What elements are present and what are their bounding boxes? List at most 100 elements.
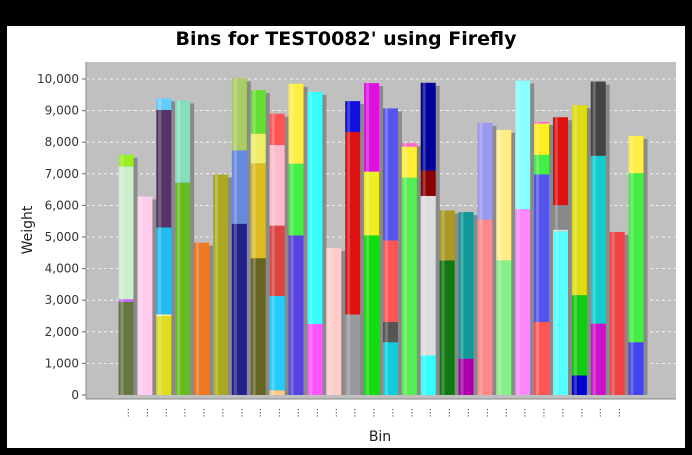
y-tick-label: 1,000 [45, 356, 79, 370]
bar-segment [345, 314, 361, 395]
bar-highlight [403, 143, 407, 395]
bar [496, 129, 516, 395]
bar [552, 117, 572, 396]
x-axis-label: Bin [369, 429, 391, 445]
bar-segment [231, 78, 247, 151]
x-tick-label: ... [121, 408, 132, 418]
bar [212, 174, 232, 395]
bar-highlight [252, 90, 256, 395]
x-tick-label: ... [159, 408, 170, 418]
x-tick-label: ... [348, 408, 359, 418]
bar-highlight [366, 83, 370, 395]
x-tick-label: ... [480, 408, 491, 418]
x-tick-label: ... [234, 408, 245, 418]
bar-segment [307, 323, 323, 395]
y-tick-label: 0 [71, 388, 79, 402]
bar-segment [156, 314, 172, 316]
bar [458, 212, 478, 395]
bar-segment [156, 316, 172, 395]
bar [628, 135, 648, 395]
x-tick-label: ... [499, 408, 510, 418]
bar-segment [552, 229, 568, 232]
x-tick-label: ... [385, 408, 396, 418]
bar-highlight [573, 105, 577, 395]
bar-highlight [460, 212, 464, 395]
bar-segment [401, 143, 417, 147]
bar-segment [269, 145, 285, 226]
bar [439, 210, 459, 395]
bar-segment [288, 163, 304, 236]
bar-segment [628, 135, 644, 174]
bar-highlight [158, 98, 162, 395]
bar-segment [194, 242, 210, 395]
bar-segment [156, 227, 172, 315]
bar-highlight [630, 135, 634, 395]
bar-highlight [120, 154, 124, 395]
x-tick-label: ... [518, 408, 529, 418]
bar-segment [552, 117, 568, 206]
x-tick-label: ... [404, 408, 415, 418]
bar [175, 100, 195, 395]
bar [326, 248, 346, 395]
bar-highlight [611, 231, 615, 395]
bar-segment [552, 205, 568, 230]
bar [571, 105, 591, 395]
bar-highlight [536, 121, 540, 395]
bar [231, 78, 251, 396]
x-tick-label: ... [442, 408, 453, 418]
bar-segment [552, 231, 568, 395]
bar-highlight [196, 242, 200, 395]
bar [382, 108, 402, 395]
y-tick-label: 10,000 [37, 72, 79, 86]
bar-segment [534, 322, 550, 395]
y-tick-label: 6,000 [45, 198, 79, 212]
bar-highlight [384, 108, 388, 395]
bar-segment [364, 83, 380, 172]
bar-segment [477, 219, 493, 395]
bar-segment [364, 235, 380, 395]
x-tick-label: ... [555, 408, 566, 418]
x-tick-label: ... [612, 408, 623, 418]
bar-highlight [347, 101, 351, 396]
bar [307, 91, 327, 396]
y-tick-label: 3,000 [45, 293, 79, 307]
bar-segment [571, 105, 587, 296]
bar-segment [496, 129, 512, 261]
bar-segment [439, 260, 455, 395]
bar-segment [590, 155, 606, 324]
bar-segment [571, 295, 587, 376]
x-tick-label: ... [367, 408, 378, 418]
bar-segment [515, 80, 531, 210]
bar-segment [269, 225, 285, 297]
bar-highlight [290, 83, 294, 396]
bar-segment [439, 210, 455, 261]
bar-segment [345, 101, 361, 133]
x-tick-label: ... [253, 408, 264, 418]
bar [420, 82, 440, 396]
bar [137, 196, 157, 395]
bar-segment [175, 182, 191, 395]
bar-segment [420, 195, 436, 356]
bar-segment [345, 132, 361, 315]
bar-segment [401, 146, 417, 178]
bars-layer [118, 78, 648, 396]
bar [118, 154, 138, 395]
bar-highlight [422, 82, 426, 396]
bar-highlight [309, 91, 313, 396]
x-tick-label: ... [272, 408, 283, 418]
bar [515, 80, 535, 395]
bar [156, 98, 176, 395]
bar-segment [269, 113, 285, 146]
bar-segment [175, 100, 191, 183]
bar-segment [118, 301, 134, 395]
bar [288, 83, 308, 396]
bar-segment [382, 108, 398, 241]
bar-segment [269, 296, 285, 391]
bar-segment [231, 150, 247, 224]
bar-segment [496, 260, 512, 395]
axes-layer: 0 1,000 2,000 3,000 4,000 5,000 6,000 7,000 8,00… [37, 62, 676, 418]
bar-highlight [139, 196, 143, 395]
bar-segment [515, 209, 531, 395]
bar-segment [382, 342, 398, 395]
x-tick-label: ... [461, 408, 472, 418]
